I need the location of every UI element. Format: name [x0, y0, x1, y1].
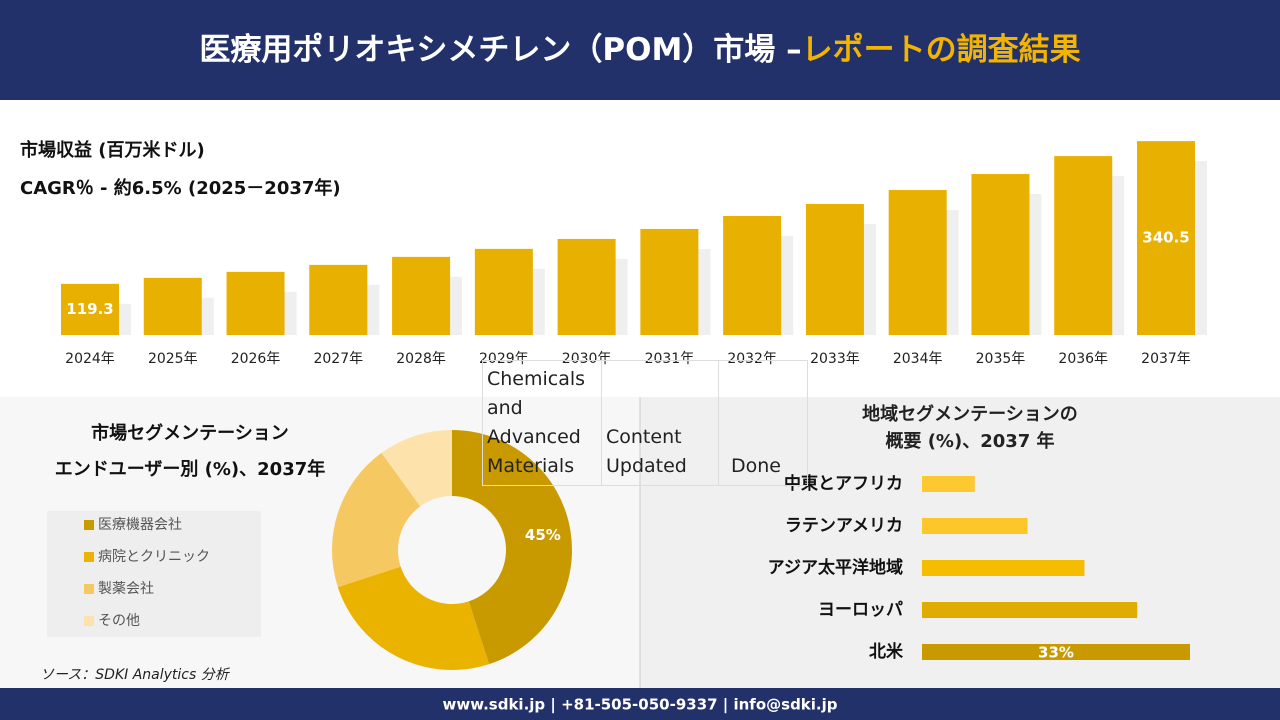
title-highlight: レポートの調査結果: [802, 32, 1081, 68]
chart-subtitle: CAGR％ - 約6.5% (2025－2037年): [20, 177, 341, 199]
bar: [888, 190, 947, 335]
data-label: 340.5: [1142, 229, 1189, 247]
bar: [723, 215, 782, 335]
data-label: 45%: [525, 526, 561, 544]
donut-slice: [452, 430, 572, 665]
chart-title: 地域セグメンテーションの: [862, 403, 1078, 425]
legend-label: 医療機器会社: [98, 516, 182, 533]
legend-label: 病院とクリニック: [98, 549, 210, 565]
bar: [474, 248, 533, 335]
table-cell: Done: [718, 360, 808, 486]
y-tick-label: ヨーロッパ: [818, 600, 903, 620]
x-tick-label: 2028年: [396, 351, 446, 367]
bar: [971, 174, 1030, 335]
chart-subtitle: エンドユーザー別 (%)、2037年: [55, 458, 326, 480]
bar: [805, 203, 864, 335]
bar: [1054, 156, 1113, 335]
y-tick-label: 中東とアフリカ: [784, 473, 903, 494]
bar: [922, 560, 1085, 576]
title-main: 医療用ポリオキシメチレン（POM）市場 –: [199, 32, 801, 68]
donut-slice: [332, 452, 421, 588]
bar: [143, 277, 202, 335]
legend-box: [47, 511, 261, 637]
bar: [922, 476, 975, 492]
legend-swatch: [84, 616, 94, 626]
bar: [61, 283, 119, 335]
chart-title: 概要 (%)、2037 年: [885, 430, 1054, 452]
bar: [392, 256, 451, 335]
donut-slice: [337, 566, 490, 670]
x-tick-label: 2034年: [893, 351, 943, 367]
bar: [309, 264, 368, 335]
x-tick-label: 2037年: [1141, 351, 1191, 367]
table-cell: Content Updated: [601, 360, 719, 486]
donut-slice: [381, 430, 452, 507]
bar: [922, 644, 1190, 660]
bar: [640, 228, 699, 335]
y-tick-label: アジア太平洋地域: [768, 557, 903, 578]
legend-swatch: [84, 520, 94, 530]
x-tick-label: 2025年: [148, 351, 198, 367]
x-tick-label: 2027年: [313, 351, 363, 367]
chart-title: 市場収益 (百万米ドル): [20, 139, 205, 161]
bar: [1137, 141, 1195, 335]
legend-label: その他: [98, 613, 140, 629]
legend-label: 製薬会社: [98, 581, 154, 597]
footer-bar: [0, 688, 1280, 720]
header-title: 医療用ポリオキシメチレン（POM）市場 –レポートの調査結果: [199, 32, 1080, 68]
data-label: 33%: [1038, 644, 1074, 662]
x-tick-label: 2024年: [65, 351, 115, 367]
overlay-table: Chemicals and Advanced Materials Content…: [482, 360, 808, 486]
chart-title: 市場セグメンテーション: [91, 422, 289, 444]
legend-swatch: [84, 552, 94, 562]
x-tick-label: 2026年: [231, 351, 281, 367]
bar: [922, 518, 1028, 534]
data-label: 119.3: [66, 300, 113, 318]
bar: [557, 238, 616, 335]
bar: [922, 602, 1138, 618]
legend-swatch: [84, 584, 94, 594]
footer-text: www.sdki.jp | +81-505-050-9337 | info@sd…: [442, 696, 837, 715]
table-cell: Chemicals and Advanced Materials: [482, 360, 602, 486]
y-tick-label: ラテンアメリカ: [785, 516, 903, 536]
x-tick-label: 2036年: [1058, 351, 1108, 367]
bar: [226, 271, 285, 335]
y-tick-label: 北米: [869, 641, 904, 662]
x-tick-label: 2033年: [810, 351, 860, 367]
header-bar: [0, 0, 1280, 100]
source-note: ソース：SDKI Analytics 分析: [40, 667, 231, 683]
x-tick-label: 2035年: [976, 351, 1026, 367]
